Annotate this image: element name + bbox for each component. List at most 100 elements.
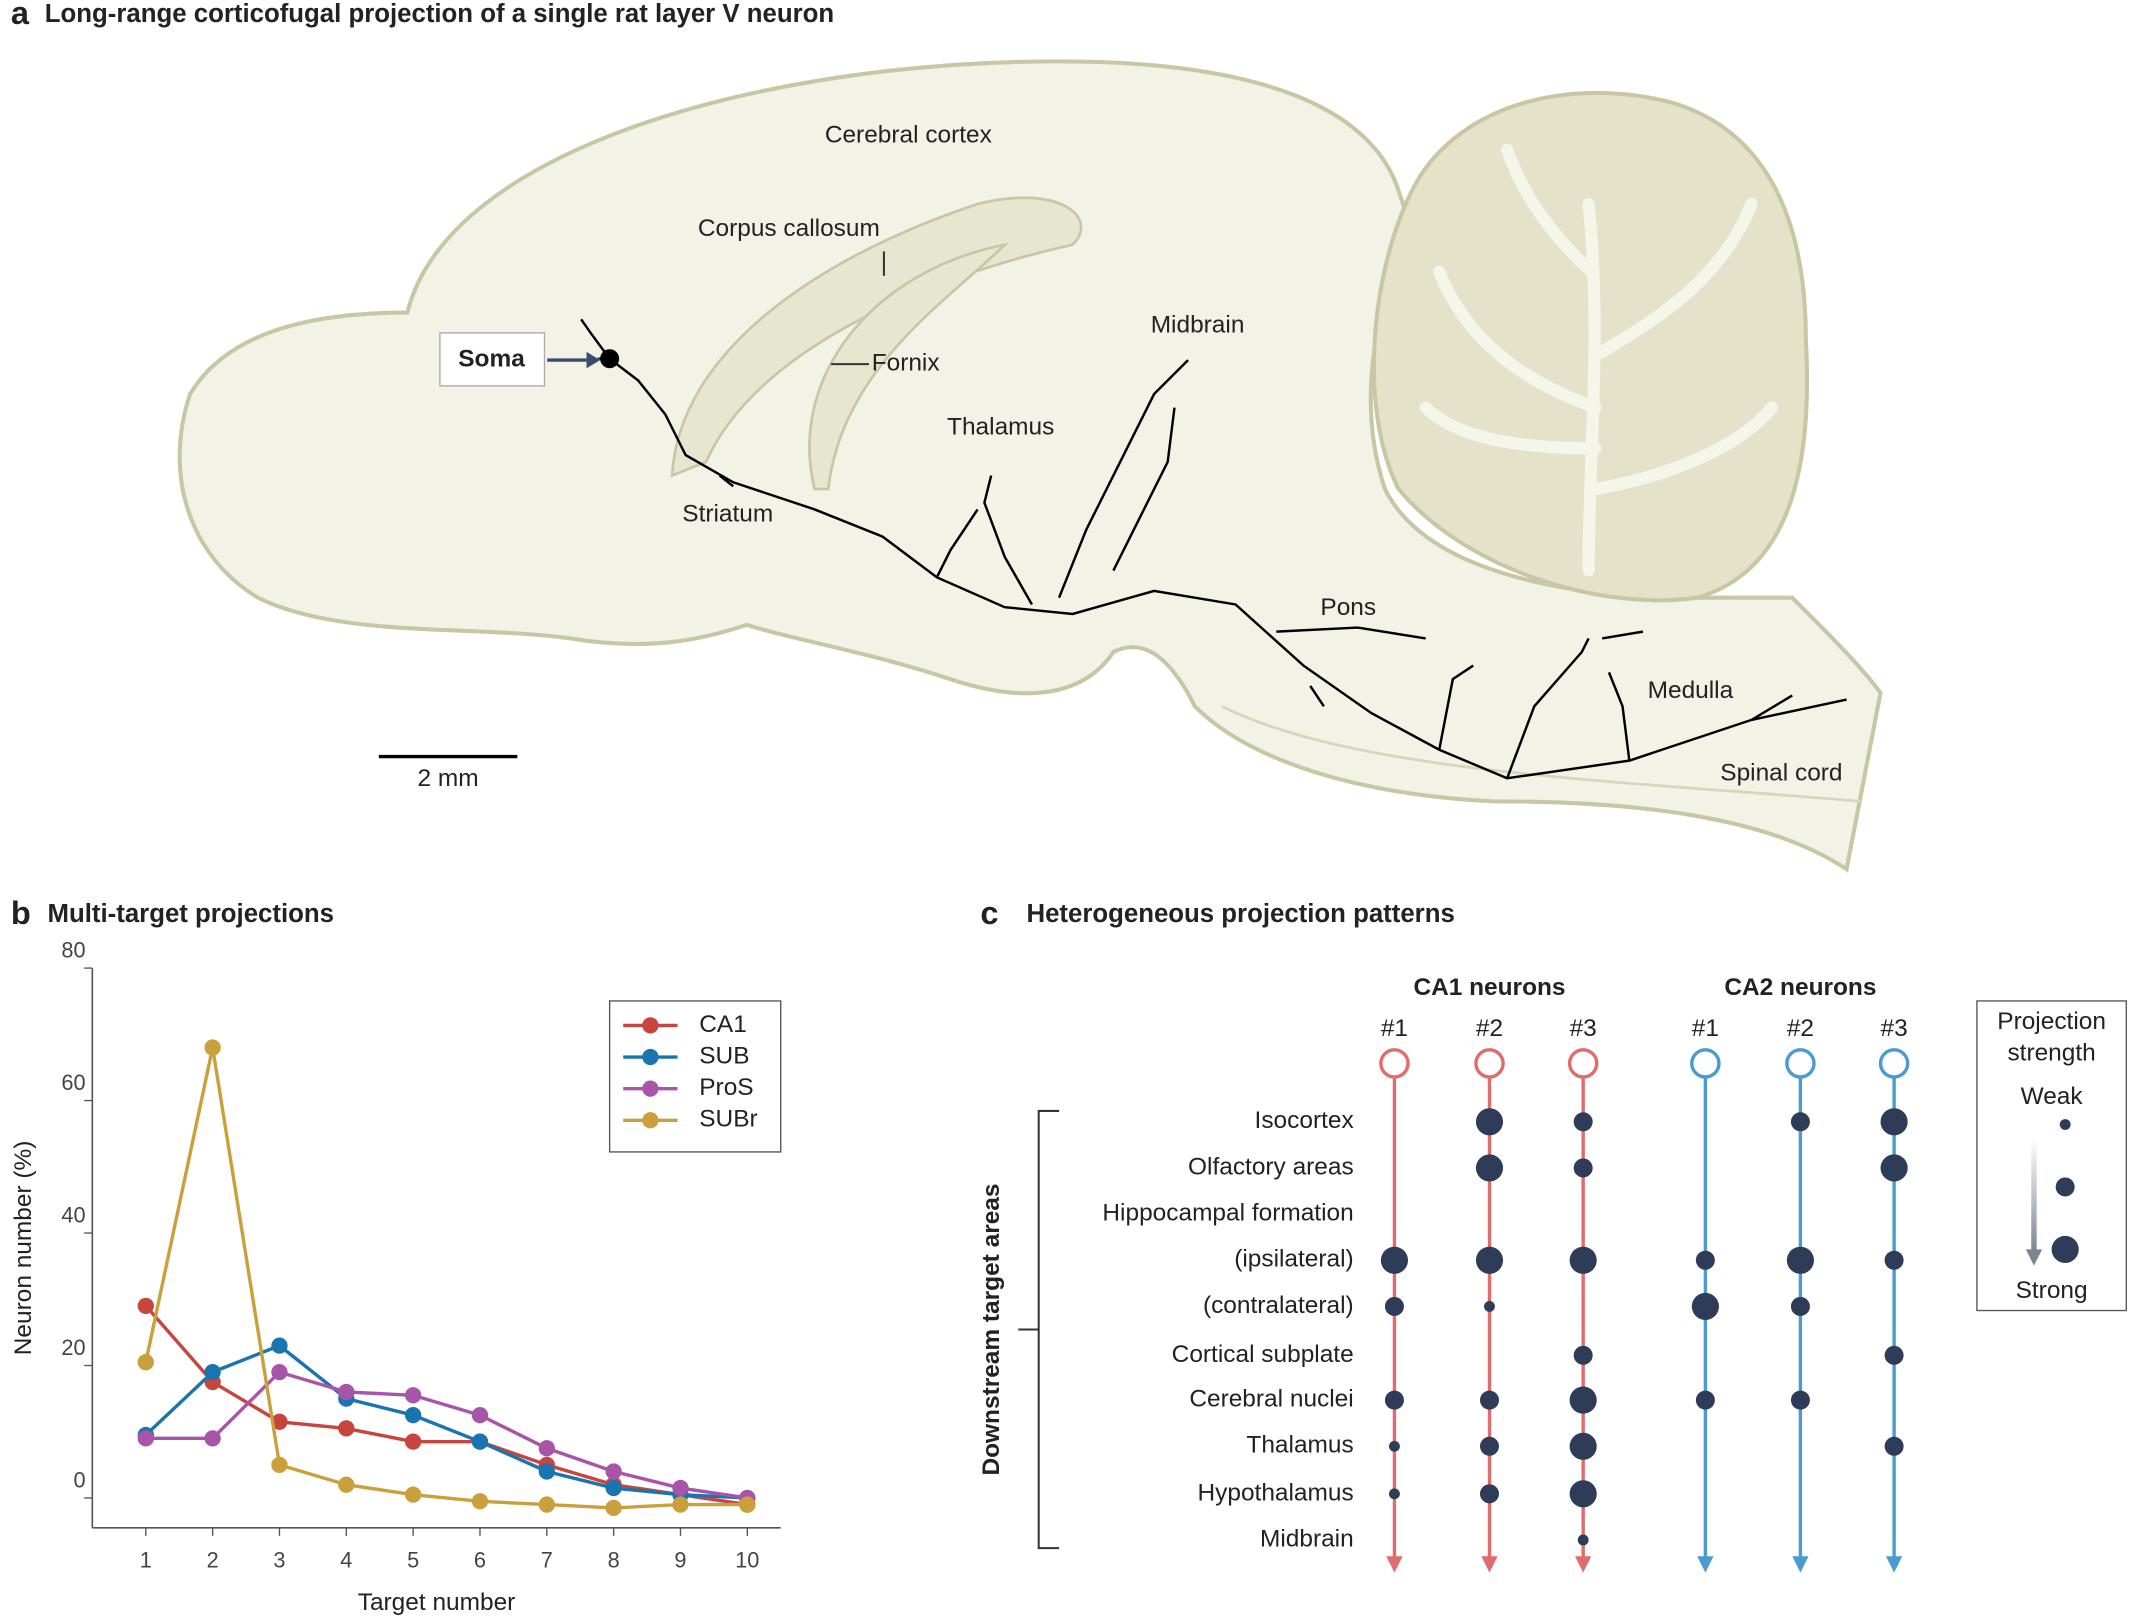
brain-drawing — [177, 59, 1883, 873]
legend-box — [1976, 1000, 2127, 1312]
projection-dot — [1695, 1250, 1715, 1270]
projection-dot — [1479, 1484, 1499, 1504]
x-tick-label: 2 — [207, 1547, 219, 1572]
legend-label: CA1 — [699, 1011, 747, 1038]
legend-label: SUB — [699, 1042, 749, 1069]
neuron-label: #2 — [1476, 1015, 1503, 1042]
data-point — [338, 1420, 355, 1437]
data-point — [338, 1476, 355, 1493]
region-label: Pons — [1320, 594, 1376, 621]
row-label: (ipsilateral) — [1234, 1246, 1354, 1273]
projection-dot — [1790, 1390, 1810, 1410]
arrowhead — [1575, 1556, 1592, 1573]
panel-title: Long-range corticofugal projection of a … — [45, 0, 834, 28]
data-point — [204, 1039, 221, 1056]
x-tick-label: 10 — [735, 1547, 759, 1572]
arrowhead — [1697, 1556, 1714, 1573]
data-point — [404, 1407, 422, 1424]
legend-marker — [642, 1048, 659, 1066]
legend-label: ProS — [699, 1074, 753, 1101]
legend-gradient — [2031, 1138, 2037, 1253]
region-label: Soma — [458, 346, 525, 373]
y-tick-label: 60 — [61, 1070, 85, 1095]
projection-dot — [1880, 1154, 1908, 1182]
data-point — [605, 1499, 622, 1517]
bracket — [1018, 1109, 1060, 1550]
neuron-origin — [1878, 1048, 1910, 1079]
side-label: Downstream target areas — [978, 1184, 1005, 1476]
series-line — [145, 1370, 748, 1500]
data-point — [672, 1479, 689, 1497]
legend-box — [608, 1000, 782, 1153]
projection-dot — [1695, 1390, 1715, 1410]
region-label: Corpus callosum — [698, 215, 880, 242]
arrowhead — [1386, 1556, 1403, 1573]
row-label: Isocortex — [1255, 1107, 1354, 1134]
region-label: Thalamus — [947, 413, 1054, 440]
neuron-label: #1 — [1381, 1015, 1408, 1042]
x-tick-label: 8 — [608, 1547, 620, 1572]
projection-dot — [1884, 1345, 1904, 1365]
projection-dot — [1389, 1440, 1400, 1452]
row-label: Thalamus — [1246, 1432, 1353, 1459]
legend-marker — [642, 1080, 659, 1097]
legend-dot — [2051, 1235, 2079, 1263]
legend-gradient-arrow — [2025, 1249, 2043, 1266]
projection-dot — [1384, 1296, 1404, 1316]
data-point — [338, 1383, 355, 1401]
data-point — [271, 1413, 288, 1430]
x-tick-label: 5 — [407, 1547, 419, 1572]
neuron-origin — [1785, 1048, 1816, 1079]
projection-dot — [1569, 1432, 1597, 1460]
legend-strong: Strong — [2016, 1277, 2088, 1304]
row-label: Cerebral nuclei — [1189, 1386, 1353, 1413]
projection-dot — [1786, 1246, 1814, 1274]
data-point — [538, 1463, 555, 1480]
projection-dot — [1475, 1108, 1504, 1136]
projection-dot — [1484, 1301, 1495, 1312]
projection-dot — [1573, 1158, 1593, 1178]
legend-title: strength — [2007, 1039, 2095, 1066]
arrowhead — [1792, 1556, 1809, 1573]
group-label: CA2 neurons — [1724, 974, 1876, 1001]
legend-dot — [2055, 1177, 2075, 1197]
data-point — [204, 1363, 221, 1381]
legend-marker — [642, 1112, 659, 1129]
x-tick-label: 1 — [140, 1547, 152, 1572]
neuron-origin — [1474, 1048, 1505, 1079]
region-label: Spinal cord — [1720, 760, 1842, 787]
neuron-label: #3 — [1570, 1015, 1597, 1042]
x-tick-label: 6 — [474, 1547, 486, 1572]
data-point — [471, 1493, 489, 1510]
neuron-label: #3 — [1881, 1015, 1908, 1042]
data-point — [605, 1463, 622, 1480]
projection-dot — [1573, 1112, 1593, 1132]
projection-dot — [1569, 1480, 1597, 1508]
x-tick-label: 3 — [273, 1547, 285, 1572]
projection-dot — [1380, 1246, 1409, 1274]
data-point — [271, 1363, 288, 1381]
group-label: CA1 neurons — [1413, 974, 1565, 1001]
projection-dot — [1884, 1436, 1904, 1456]
projection-dot — [1475, 1246, 1504, 1274]
data-point — [137, 1297, 154, 1315]
neuron-label: #1 — [1692, 1015, 1719, 1042]
scale-bar-label: 2 mm — [418, 765, 479, 792]
y-tick-label: 80 — [61, 938, 85, 963]
region-label: Fornix — [872, 350, 940, 377]
brainstem-contour — [1221, 705, 1861, 803]
data-point — [271, 1337, 288, 1354]
data-point — [404, 1486, 422, 1503]
region-label: Striatum — [682, 500, 773, 527]
data-point — [404, 1387, 422, 1404]
panel-title: Heterogeneous projection patterns — [1026, 900, 1454, 928]
neuron-origin — [1567, 1048, 1599, 1079]
projection-dot — [1790, 1296, 1810, 1316]
projection-dot — [1884, 1250, 1904, 1270]
brain-outline — [177, 59, 1883, 873]
panel-letter: b — [11, 895, 31, 931]
region-label: Midbrain — [1151, 312, 1245, 339]
data-point — [538, 1440, 555, 1457]
panel-letter: c — [980, 895, 998, 931]
